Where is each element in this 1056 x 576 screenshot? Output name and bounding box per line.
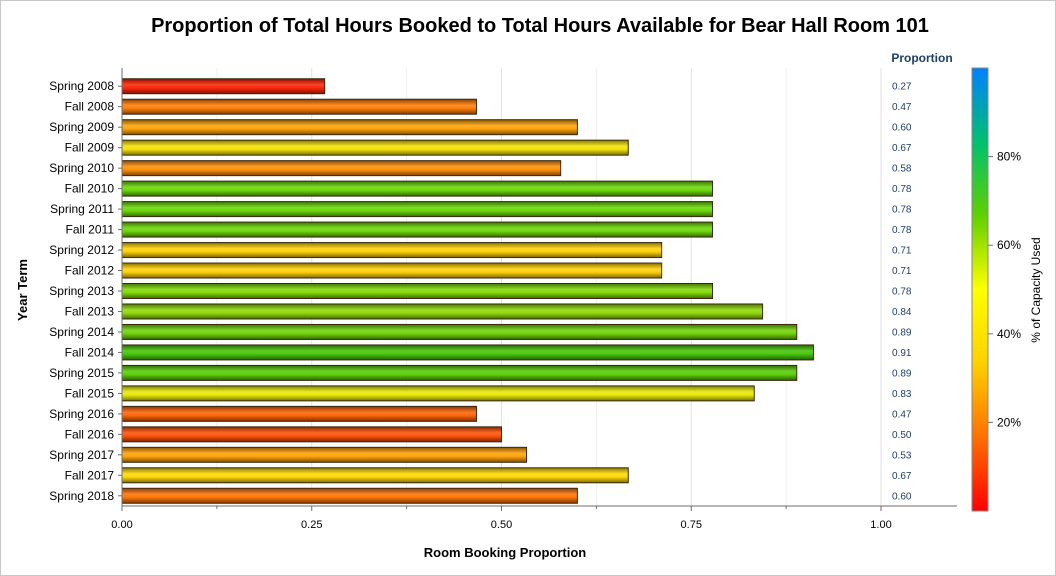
value-label: 0.67 [892, 143, 912, 154]
x-tick-label: 0.00 [111, 519, 132, 531]
bar [121, 160, 562, 177]
value-label: 0.91 [892, 348, 912, 359]
value-label: 0.67 [892, 471, 912, 482]
colorbar-ticks: 20% 40% 60% 80% [988, 150, 1021, 429]
bar [121, 467, 629, 484]
value-labels: 0.27 0.47 0.60 0.67 0.58 0.78 0.78 0.78 0.71 0.71… [892, 82, 912, 503]
bar [121, 446, 528, 463]
y-tick-label: Spring 2018 [49, 489, 114, 503]
y-tick-label: Spring 2008 [49, 79, 114, 93]
y-tick-label: Spring 2012 [49, 243, 114, 257]
x-tick-label: 0.75 [681, 519, 702, 531]
value-column-header: Proportion [891, 51, 952, 65]
x-tick-label: 1.00 [870, 519, 891, 531]
y-tick-label: Fall 2011 [66, 223, 115, 237]
value-label: 0.71 [892, 266, 912, 277]
color-legend: 20% 40% 60% 80% % of Capacity Used [971, 67, 1043, 512]
value-label: 0.53 [892, 450, 912, 461]
value-label: 0.71 [892, 246, 912, 257]
y-axis-label: Year Term [15, 259, 30, 321]
value-label: 0.47 [892, 102, 912, 113]
y-tick-label: Fall 2014 [65, 345, 115, 359]
y-tick-label: Spring 2017 [49, 448, 114, 462]
y-tick-label: Spring 2009 [49, 120, 114, 134]
value-label: 0.58 [892, 164, 912, 175]
bar [121, 487, 578, 504]
bar [121, 364, 798, 381]
colorbar-gradient [971, 67, 989, 512]
value-label: 0.89 [892, 368, 912, 379]
value-label: 0.83 [892, 389, 912, 400]
y-tick-label: Spring 2010 [49, 161, 114, 175]
x-tick-labels: 0.00 0.25 0.50 0.75 1.00 [111, 506, 892, 531]
value-label: 0.60 [892, 491, 912, 502]
bar [121, 221, 714, 238]
bar [121, 119, 578, 136]
bar [121, 385, 755, 402]
value-label: 0.89 [892, 327, 912, 338]
bar [121, 180, 714, 197]
x-tick-label: 0.50 [491, 519, 512, 531]
y-tick-label: Spring 2013 [49, 284, 114, 298]
value-label: 0.27 [892, 82, 912, 93]
bar [121, 283, 714, 299]
bar [121, 98, 477, 115]
value-label: 0.78 [892, 184, 912, 195]
value-label: 0.47 [892, 409, 912, 420]
bar [121, 323, 798, 340]
value-label: 0.78 [892, 287, 912, 298]
y-tick-label: Fall 2009 [65, 141, 115, 155]
x-tick-label: 0.25 [301, 519, 322, 531]
x-axis-label: Room Booking Proportion [424, 545, 587, 560]
y-tick-label: Spring 2016 [49, 407, 114, 421]
bar [121, 405, 477, 422]
colorbar-tick-label: 40% [997, 327, 1021, 341]
y-tick-labels: Spring 2008 Fall 2008 Spring 2009 Fall 2009… [49, 79, 122, 503]
colorbar-tick-label: 80% [997, 150, 1021, 164]
y-tick-label: Fall 2012 [65, 264, 115, 278]
y-tick-label: Spring 2011 [50, 202, 114, 216]
colorbar-title: % of Capacity Used [1029, 237, 1043, 342]
value-label: 0.84 [892, 307, 912, 318]
bar [121, 303, 764, 320]
y-tick-label: Fall 2008 [65, 100, 115, 114]
bars [121, 78, 814, 504]
y-tick-label: Fall 2013 [65, 304, 115, 318]
y-tick-label: Fall 2010 [65, 182, 115, 196]
value-label: 0.78 [892, 225, 912, 236]
bar [121, 139, 629, 156]
value-label: 0.50 [892, 430, 912, 441]
y-tick-label: Fall 2016 [65, 427, 115, 441]
bar [121, 344, 814, 361]
bar [121, 426, 502, 443]
bar [121, 262, 663, 279]
bar [121, 78, 326, 95]
y-tick-label: Fall 2017 [65, 468, 115, 482]
bar [121, 242, 663, 259]
y-tick-label: Spring 2015 [49, 366, 114, 380]
value-label: 0.78 [892, 205, 912, 216]
colorbar-tick-label: 60% [997, 238, 1021, 252]
chart-title: Proportion of Total Hours Booked to Tota… [151, 15, 929, 37]
y-tick-label: Fall 2015 [65, 386, 115, 400]
colorbar-tick-label: 20% [997, 415, 1021, 429]
y-tick-label: Spring 2014 [49, 325, 114, 339]
bar [121, 201, 714, 218]
value-label: 0.60 [892, 123, 912, 134]
